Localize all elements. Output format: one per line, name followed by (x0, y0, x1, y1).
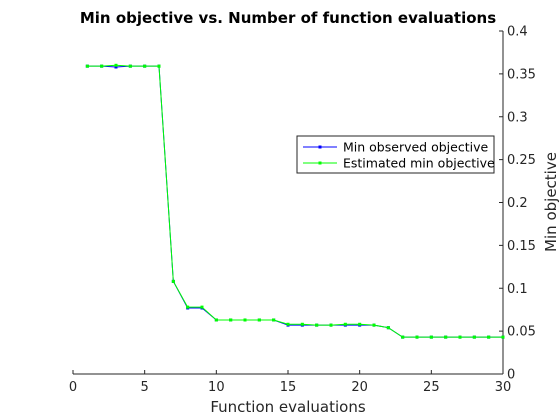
data-point (472, 335, 476, 339)
data-point (100, 64, 104, 68)
legend-swatch-marker (318, 161, 322, 165)
x-tick-label: 15 (280, 380, 297, 395)
x-axis-label: Function evaluations (210, 398, 365, 416)
data-point (114, 65, 118, 69)
x-tick-label: 10 (208, 380, 225, 395)
y-axis-label: Min objective (542, 152, 560, 252)
data-point (487, 335, 491, 339)
data-point (114, 63, 118, 67)
y-tick-label: 0 (507, 368, 515, 383)
data-point (501, 335, 505, 339)
y-tick-label: 0.1 (507, 282, 528, 297)
y-tick-label: 0.2 (507, 196, 528, 211)
data-point (286, 322, 290, 326)
y-tick-label: 0.35 (507, 67, 536, 82)
data-point (429, 335, 433, 339)
data-point (186, 305, 190, 309)
data-point (143, 64, 147, 68)
data-point (372, 323, 376, 327)
y-tick-label: 0.15 (507, 239, 536, 254)
data-point (257, 318, 261, 322)
series-line (87, 64, 503, 338)
y-tick-label: 0.3 (507, 110, 528, 125)
data-point (329, 323, 333, 327)
series-layer (85, 63, 505, 339)
legend-swatch-marker (318, 145, 322, 149)
y-tick-label: 0.25 (507, 153, 536, 168)
legend-label: Min observed objective (343, 140, 488, 155)
data-point (200, 305, 204, 309)
series-line (87, 65, 503, 338)
data-point (401, 335, 405, 339)
series-1 (85, 64, 505, 339)
y-tick-label: 0.05 (507, 325, 536, 340)
legend-box (296, 135, 495, 174)
data-point (444, 335, 448, 339)
data-point (157, 64, 161, 68)
data-point (458, 335, 462, 339)
data-point (128, 64, 132, 68)
data-point (171, 279, 175, 283)
x-tick-label: 5 (141, 380, 149, 395)
data-point (272, 318, 276, 322)
chart-title: Min objective vs. Number of function eva… (80, 9, 496, 27)
axes: 0 5 10 15 20 25 3000.050.10.150.20.250.30.350.… (69, 25, 536, 396)
data-point (85, 64, 89, 68)
legend-label: Estimated min objective (343, 156, 495, 171)
data-point (343, 322, 347, 326)
series-2 (85, 63, 505, 339)
y-tick-label: 0.4 (507, 25, 528, 40)
data-point (243, 318, 247, 322)
x-tick-label: 30 (495, 380, 512, 395)
data-point (300, 322, 304, 326)
x-tick-label: 25 (423, 380, 440, 395)
data-point (358, 322, 362, 326)
data-point (214, 318, 218, 322)
data-point (415, 335, 419, 339)
data-point (315, 323, 319, 327)
data-point (386, 326, 390, 330)
x-tick-label: 0 (69, 380, 77, 395)
data-point (229, 318, 233, 322)
x-tick-label: 20 (351, 380, 368, 395)
